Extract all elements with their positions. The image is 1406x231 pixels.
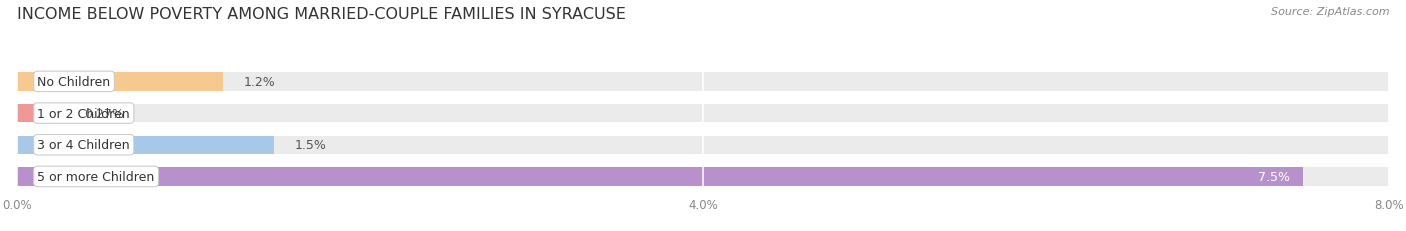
Bar <box>17 167 1303 186</box>
Bar <box>17 104 63 123</box>
Bar <box>17 73 222 91</box>
Bar <box>17 73 1389 91</box>
Text: INCOME BELOW POVERTY AMONG MARRIED-COUPLE FAMILIES IN SYRACUSE: INCOME BELOW POVERTY AMONG MARRIED-COUPL… <box>17 7 626 22</box>
Text: Source: ZipAtlas.com: Source: ZipAtlas.com <box>1271 7 1389 17</box>
Text: 5 or more Children: 5 or more Children <box>38 170 155 183</box>
Text: 1 or 2 Children: 1 or 2 Children <box>38 107 131 120</box>
Text: 1.2%: 1.2% <box>243 76 276 88</box>
Text: 3 or 4 Children: 3 or 4 Children <box>38 139 131 152</box>
Bar <box>17 136 1389 154</box>
Bar <box>17 167 1389 186</box>
Bar <box>17 104 1389 123</box>
Text: No Children: No Children <box>38 76 111 88</box>
Text: 7.5%: 7.5% <box>1257 170 1289 183</box>
Bar <box>17 136 274 154</box>
Text: 1.5%: 1.5% <box>295 139 326 152</box>
Text: 0.27%: 0.27% <box>84 107 124 120</box>
